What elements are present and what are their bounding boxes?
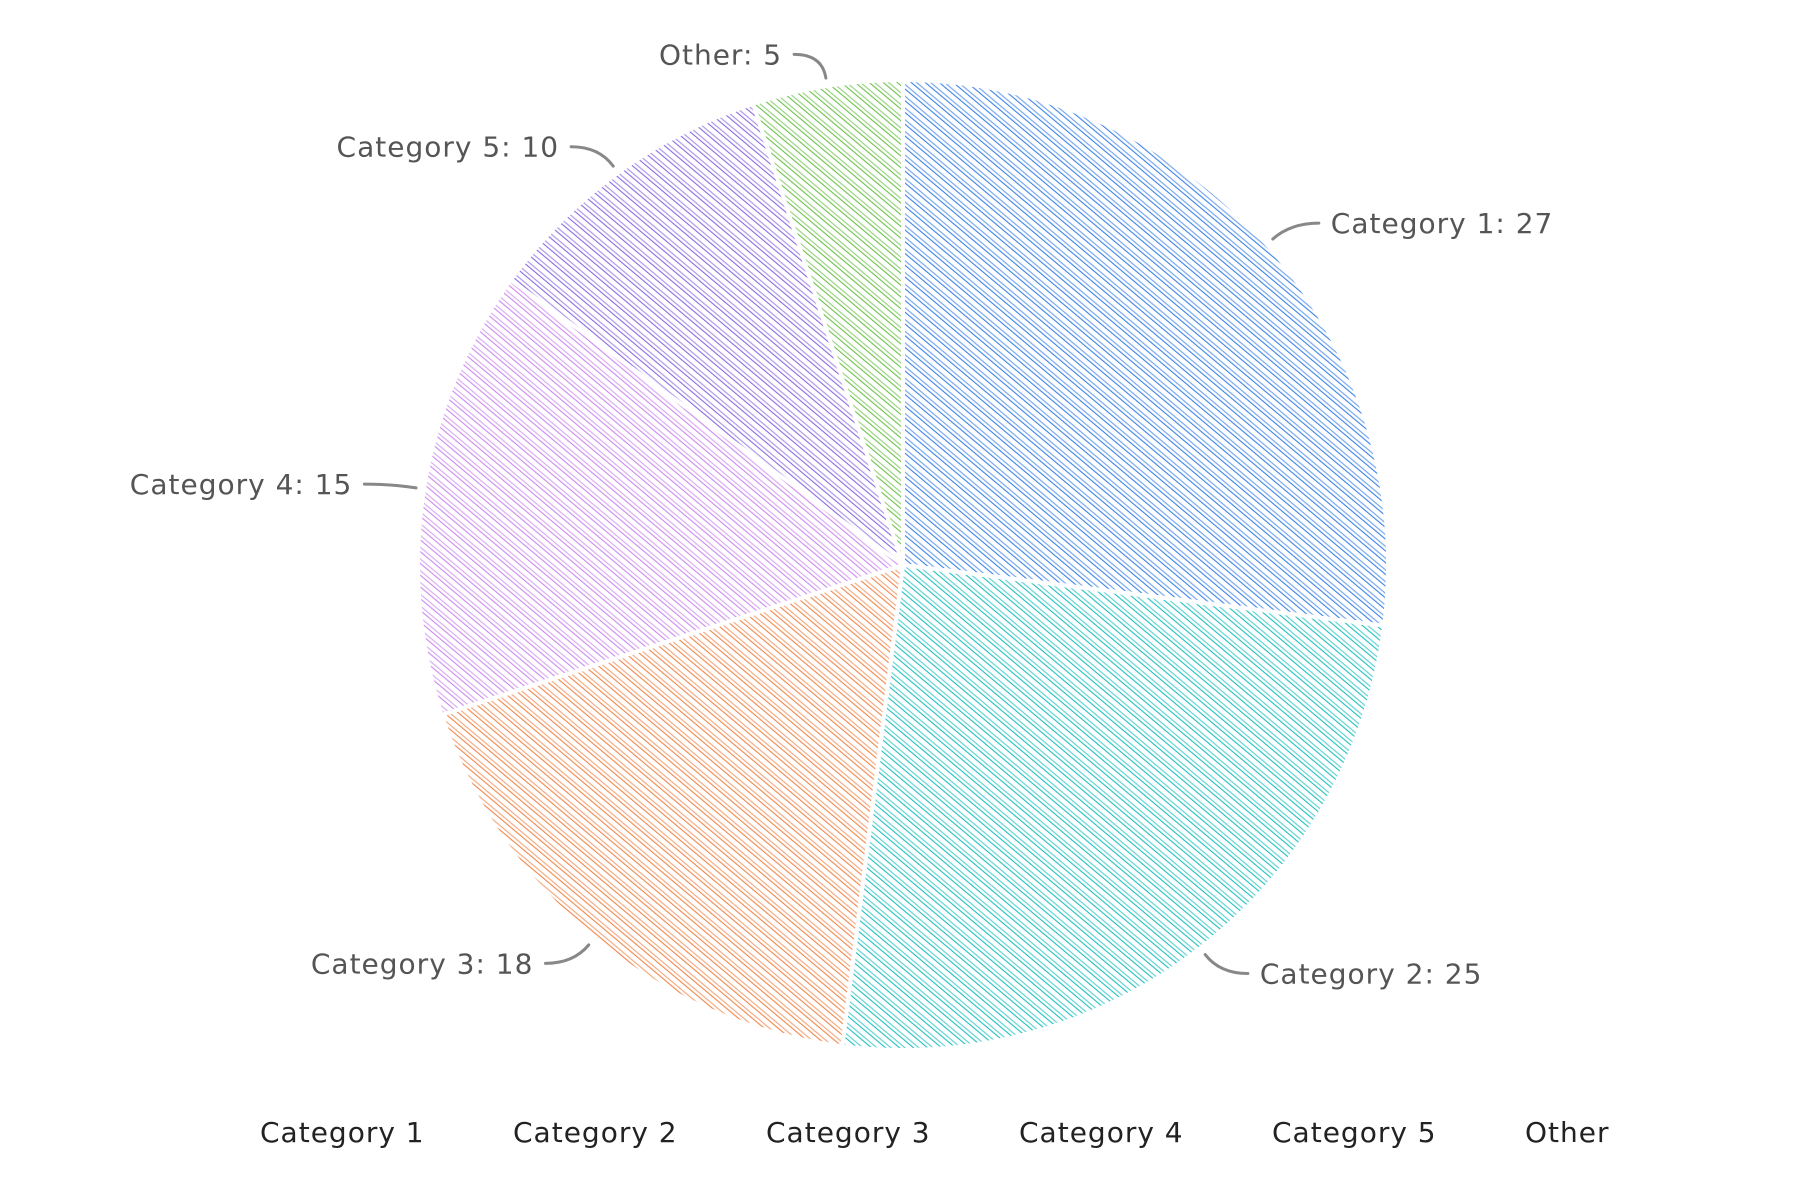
leader-line-category-2 (1203, 953, 1250, 976)
pie-slice-category-4 (416, 277, 908, 718)
legend-item-category-2[interactable]: Category 2 (513, 1116, 678, 1149)
slice-label-category-4: Category 4: 15 (130, 468, 353, 501)
legend-item-category-1[interactable]: Category 1 (260, 1116, 425, 1149)
slice-label-category-2: Category 2: 25 (1260, 958, 1483, 991)
slice-labels: Category 1: 27 Category 2: 25 Category 3: … (130, 38, 1554, 991)
legend-item-category-3[interactable]: Category 3 (766, 1116, 931, 1149)
slice-label-category-1: Category 1: 27 (1331, 207, 1554, 240)
pie-slice-category-2 (839, 562, 1387, 1052)
legend: Category 1 Category 2 Category 3 Category 4… (260, 1116, 1610, 1149)
leader-line-category-1 (1271, 221, 1321, 241)
pie-slice-category-5 (507, 101, 907, 571)
legend-item-other[interactable]: Other (1525, 1116, 1610, 1149)
label-leaders (362, 52, 1321, 976)
leader-line-category-3 (543, 943, 591, 965)
pie-slice-other (750, 77, 905, 566)
leader-line-category-4 (362, 482, 418, 490)
pie-slices (416, 77, 1390, 1052)
pie-slice-category-1 (901, 77, 1390, 629)
slice-label-category-5: Category 5: 10 (337, 131, 560, 164)
pie-slice-category-3 (439, 562, 906, 1049)
legend-item-category-4[interactable]: Category 4 (1019, 1116, 1184, 1149)
slice-label-other: Other: 5 (659, 38, 782, 71)
legend-item-category-5[interactable]: Category 5 (1272, 1116, 1437, 1149)
leader-line-other (792, 52, 828, 80)
slice-label-category-3: Category 3: 18 (311, 947, 534, 980)
leader-line-category-5 (569, 145, 615, 168)
